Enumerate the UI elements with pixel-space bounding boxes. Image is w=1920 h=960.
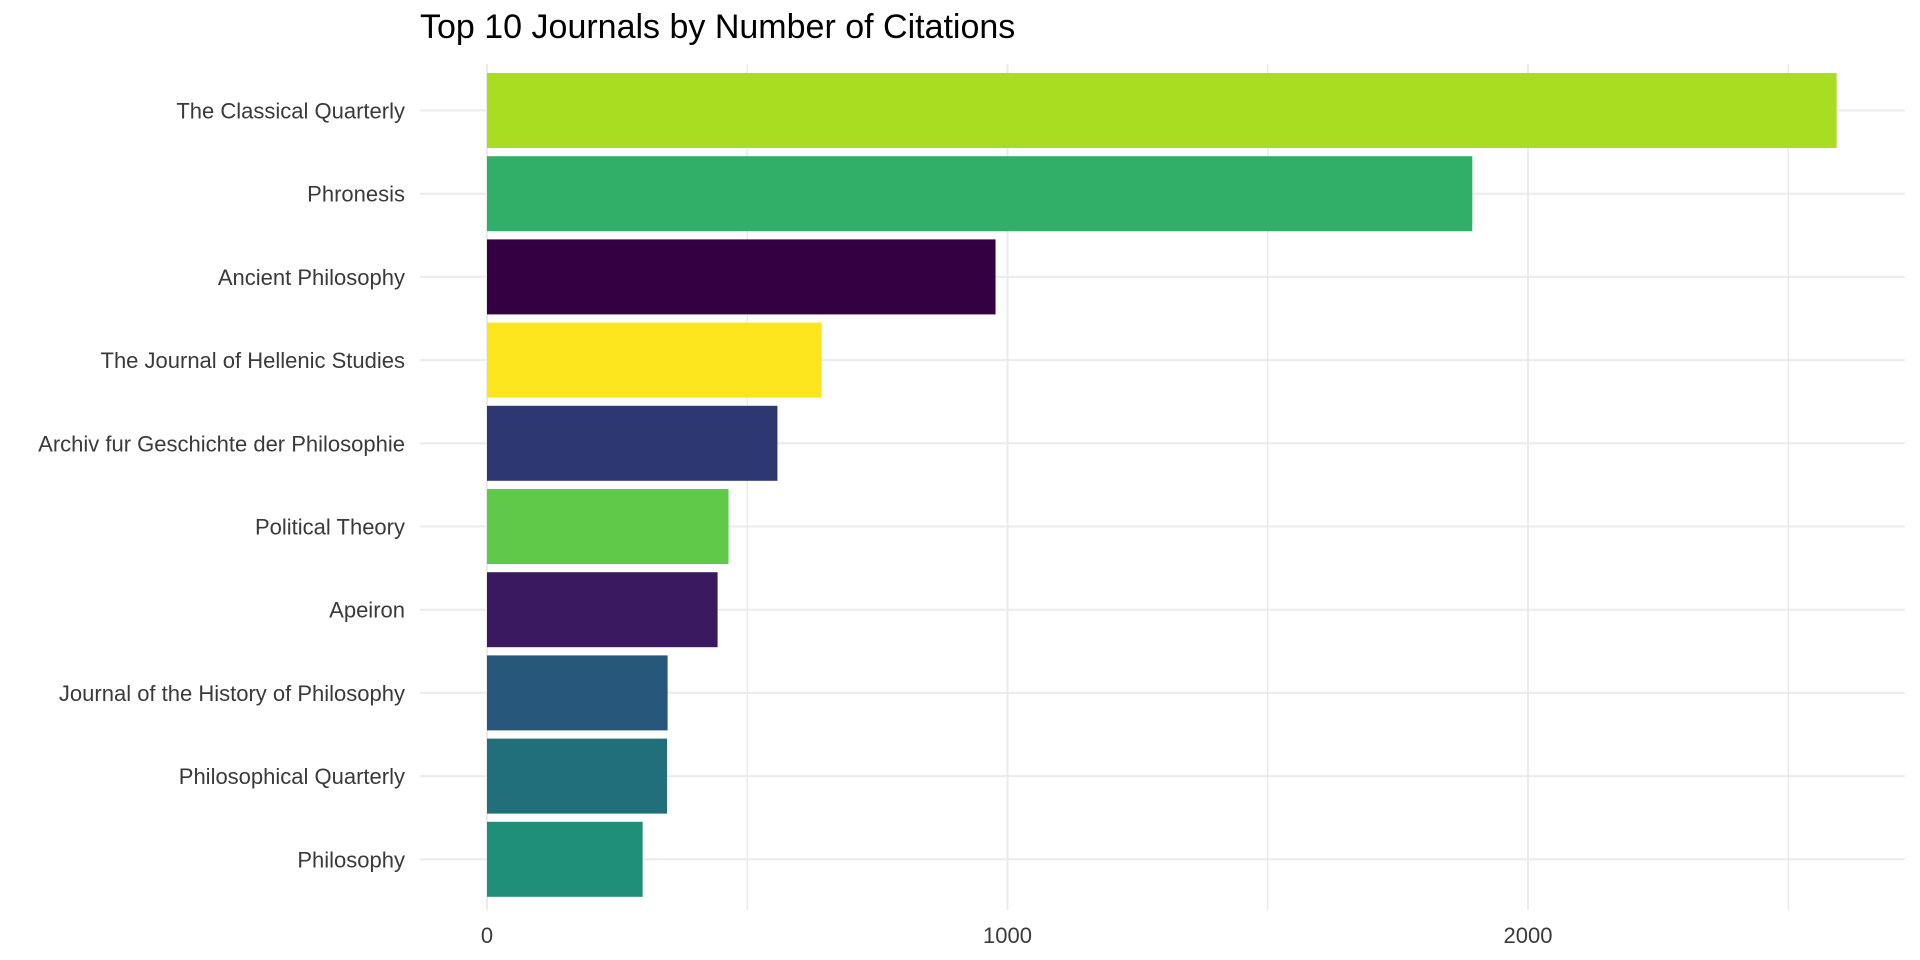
y-tick-label: Phronesis bbox=[307, 182, 405, 207]
y-tick-label: Philosophy bbox=[297, 847, 405, 872]
y-tick-label: The Journal of Hellenic Studies bbox=[101, 348, 406, 373]
y-tick-label: Political Theory bbox=[255, 515, 405, 540]
bar bbox=[487, 405, 778, 481]
bar bbox=[487, 821, 643, 897]
bar bbox=[487, 239, 996, 315]
x-tick-label: 2000 bbox=[1504, 923, 1553, 948]
y-tick-label: Ancient Philosophy bbox=[218, 265, 405, 290]
y-tick-label: Journal of the History of Philosophy bbox=[59, 681, 405, 706]
bar bbox=[487, 322, 822, 398]
bar bbox=[487, 572, 718, 648]
x-axis-labels: 0 1000 2000 bbox=[481, 923, 1553, 948]
bar bbox=[487, 738, 668, 814]
y-tick-label: Archiv fur Geschichte der Philosophie bbox=[38, 431, 405, 456]
y-axis-labels: The Classical Quarterly Phronesis Ancient … bbox=[38, 99, 405, 873]
y-tick-label: Apeiron bbox=[329, 598, 405, 623]
bars bbox=[487, 73, 1837, 897]
bar bbox=[487, 655, 668, 731]
chart-title: Top 10 Journals by Number of Citations bbox=[420, 8, 1016, 46]
bar bbox=[487, 489, 729, 564]
bar bbox=[487, 73, 1837, 148]
x-tick-label: 0 bbox=[481, 923, 493, 948]
bar bbox=[487, 156, 1473, 232]
y-tick-label: The Classical Quarterly bbox=[176, 99, 405, 124]
y-tick-label: Philosophical Quarterly bbox=[179, 764, 405, 789]
x-tick-label: 1000 bbox=[983, 923, 1032, 948]
